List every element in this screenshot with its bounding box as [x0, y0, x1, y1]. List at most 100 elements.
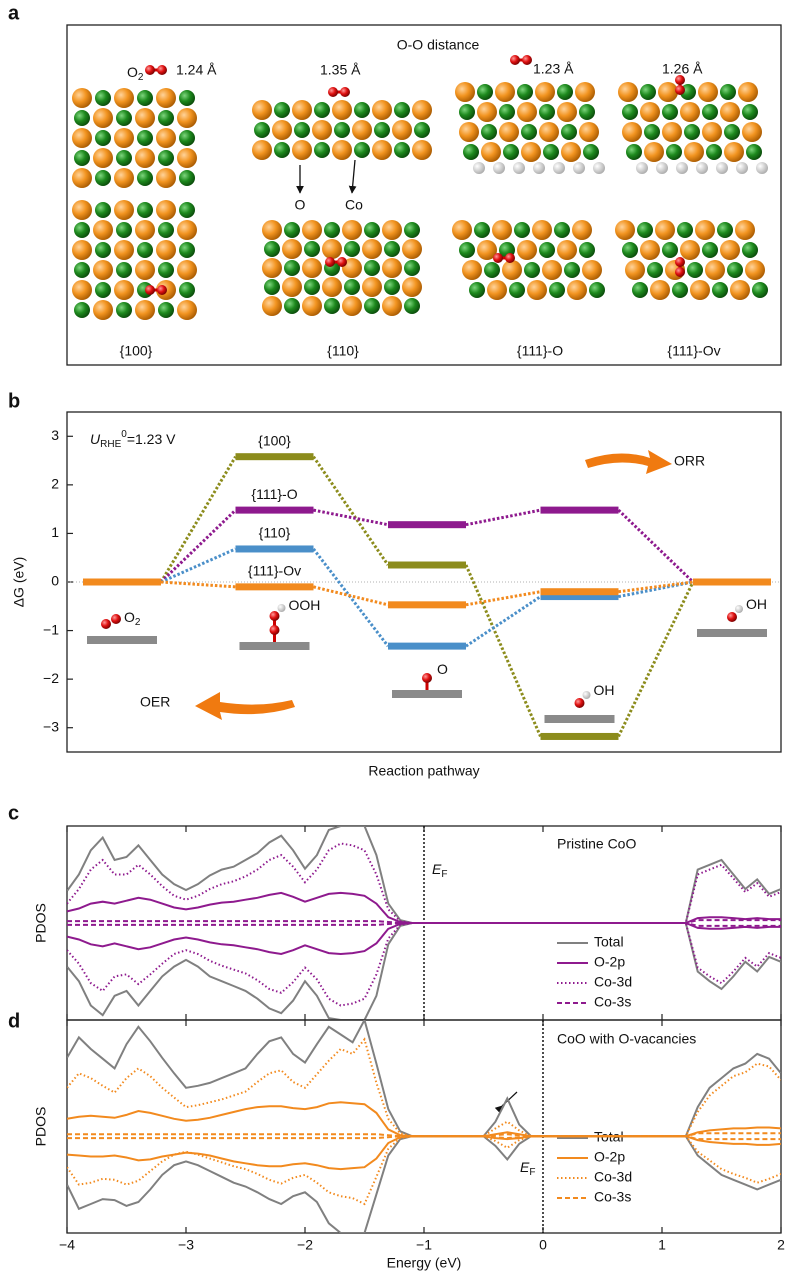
- atom: [72, 200, 92, 220]
- connector: [160, 580, 236, 589]
- atom: [114, 280, 134, 300]
- atom: [579, 242, 595, 258]
- atom-label: Co: [345, 197, 363, 213]
- x-tick-label: 0: [539, 1237, 547, 1253]
- atom: [322, 277, 342, 297]
- atom: [252, 100, 272, 120]
- connector: [313, 508, 389, 527]
- o2-molecule: [510, 55, 532, 65]
- atom: [509, 282, 525, 298]
- atom: [589, 282, 605, 298]
- panel-title: O-O distance: [397, 37, 480, 53]
- atom: [312, 120, 332, 140]
- atom: [404, 260, 420, 276]
- atom: [756, 162, 768, 174]
- atom: [372, 140, 392, 160]
- atom: [459, 122, 479, 142]
- atom: [384, 241, 400, 257]
- surface: [544, 715, 615, 723]
- atom: [372, 100, 392, 120]
- pdos-curve: [67, 1135, 781, 1233]
- atom: [680, 102, 700, 122]
- arrow-label: OER: [140, 694, 170, 710]
- atom: [658, 82, 678, 102]
- atom: [95, 242, 111, 258]
- atom: [322, 239, 342, 259]
- atom: [572, 220, 592, 240]
- arrow-label: ORR: [674, 453, 705, 469]
- atom: [269, 625, 280, 635]
- atom: [177, 108, 197, 128]
- atom: [514, 222, 530, 238]
- atom: [337, 257, 347, 267]
- atom: [116, 302, 132, 318]
- distance: 1.35 Å: [320, 62, 361, 78]
- series-label: {111}-O: [251, 486, 297, 502]
- atom: [352, 120, 372, 140]
- atom: [676, 162, 688, 174]
- atom: [615, 220, 635, 240]
- atom: [324, 298, 340, 314]
- atom: [455, 82, 475, 102]
- connector: [464, 564, 542, 738]
- atom: [644, 142, 664, 162]
- atom: [116, 262, 132, 278]
- atom: [720, 102, 740, 122]
- surface: [697, 629, 767, 637]
- legend-label: Co-3s: [594, 1189, 631, 1205]
- atom: [116, 110, 132, 126]
- panel-label: c: [8, 802, 19, 824]
- atom: [622, 242, 638, 258]
- atom: [539, 104, 555, 120]
- surface: [392, 690, 462, 698]
- atom: [93, 260, 113, 280]
- species-text: O: [437, 661, 448, 677]
- legend-label: Co-3d: [594, 1169, 632, 1185]
- atom: [114, 168, 134, 188]
- connector: [160, 547, 237, 584]
- atom: [720, 84, 736, 100]
- atom: [583, 144, 599, 160]
- atom-label: O: [295, 197, 306, 213]
- atom: [342, 220, 362, 240]
- pdos-curve: [67, 919, 781, 924]
- atom: [304, 241, 320, 257]
- oer-arrow: [195, 692, 295, 720]
- atom: [561, 142, 581, 162]
- atom: [535, 82, 555, 102]
- species-text: OOH: [289, 597, 321, 613]
- atom: [264, 241, 280, 257]
- atom: [332, 140, 352, 160]
- panel-c: c EF Pristine CoO PDOS Total O-2p Co-3d Co-3s: [8, 802, 782, 1021]
- pdos-curve: [67, 1132, 781, 1138]
- atom: [394, 102, 410, 118]
- atom: [364, 260, 380, 276]
- atom: [680, 240, 700, 260]
- atom: [292, 140, 312, 160]
- atom: [177, 148, 197, 168]
- atom: [282, 239, 302, 259]
- atom: [314, 102, 330, 118]
- atom: [156, 168, 176, 188]
- connector: [313, 585, 389, 607]
- atom: [656, 162, 668, 174]
- o2-molecule: [493, 253, 515, 263]
- atom: [684, 142, 704, 162]
- atom: [156, 128, 176, 148]
- atom: [675, 257, 685, 267]
- y-axis-label: PDOS: [33, 903, 49, 943]
- atom: [364, 298, 380, 314]
- atom: [404, 298, 420, 314]
- atom: [179, 282, 195, 298]
- atom: [325, 257, 335, 267]
- facet-label: {111}-O: [517, 343, 563, 359]
- atom: [177, 220, 197, 240]
- atom: [177, 260, 197, 280]
- pdos-curve: [67, 1020, 781, 1138]
- atom: [95, 90, 111, 106]
- atom: [74, 302, 90, 318]
- atom: [342, 258, 362, 278]
- atom: [557, 102, 577, 122]
- atom: [135, 260, 155, 280]
